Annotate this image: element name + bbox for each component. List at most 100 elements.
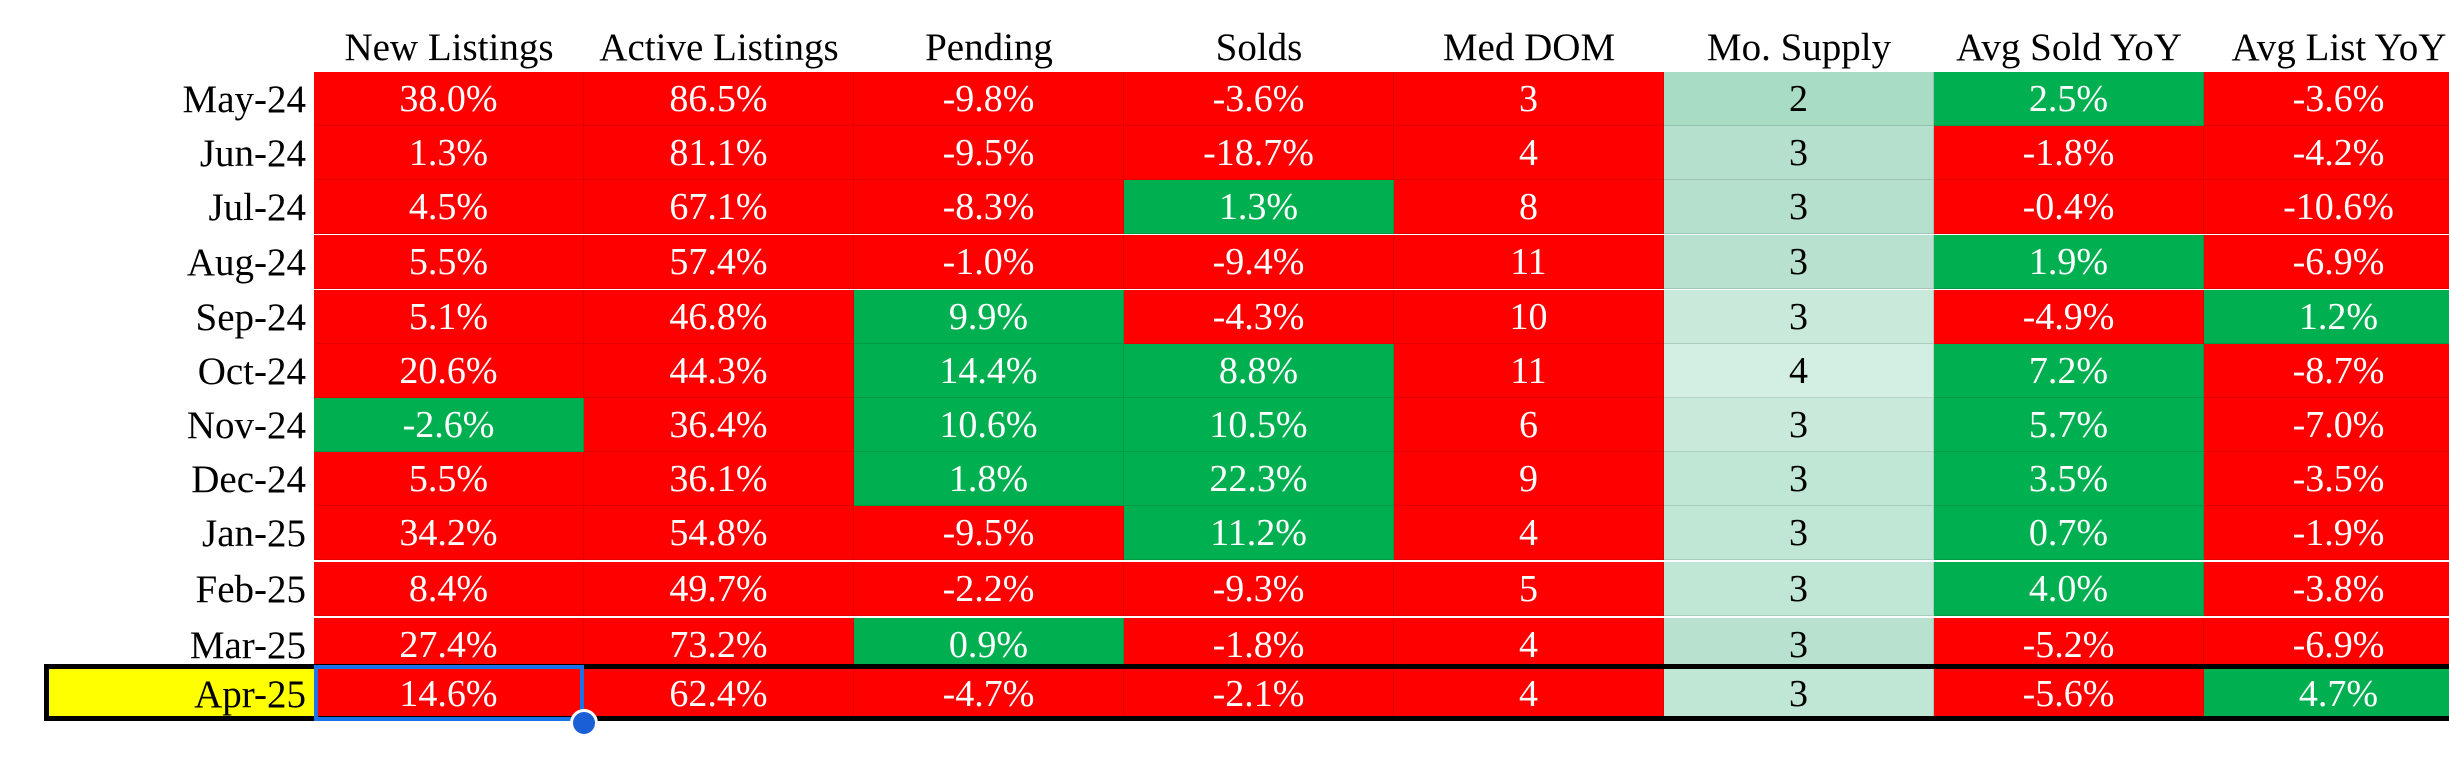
table-cell[interactable]: 14.6% bbox=[314, 667, 584, 721]
table-cell[interactable]: -0.4% bbox=[1934, 180, 2204, 234]
table-cell[interactable]: -8.7% bbox=[2204, 344, 2449, 398]
table-cell[interactable]: -9.5% bbox=[854, 506, 1124, 560]
table-cell[interactable]: 9 bbox=[1394, 452, 1664, 506]
table-cell[interactable]: 54.8% bbox=[584, 506, 854, 560]
row-label[interactable]: Jan-25 bbox=[202, 511, 306, 555]
table-cell[interactable]: 8.8% bbox=[1124, 344, 1394, 398]
column-header[interactable]: Med DOM bbox=[1442, 25, 1616, 69]
row-label[interactable]: Aug-24 bbox=[186, 240, 306, 284]
table-cell[interactable]: 4 bbox=[1394, 618, 1664, 672]
row-label[interactable]: Feb-25 bbox=[195, 567, 307, 611]
table-cell[interactable]: -4.9% bbox=[1934, 290, 2204, 344]
table-cell[interactable]: -4.3% bbox=[1124, 290, 1394, 344]
table-cell[interactable]: 1.9% bbox=[1934, 235, 2204, 289]
table-cell[interactable]: 5.5% bbox=[314, 452, 584, 506]
table-cell[interactable]: 49.7% bbox=[584, 562, 854, 616]
table-cell[interactable]: 14.4% bbox=[854, 344, 1124, 398]
row-label[interactable]: May-24 bbox=[182, 77, 306, 121]
column-header[interactable]: Active Listings bbox=[599, 25, 839, 69]
row-label[interactable]: Apr-25 bbox=[44, 667, 314, 721]
table-cell[interactable]: 44.3% bbox=[584, 344, 854, 398]
table-cell[interactable]: 5.5% bbox=[314, 235, 584, 289]
table-cell[interactable]: 3 bbox=[1664, 180, 1934, 234]
row-label[interactable]: Jun-24 bbox=[199, 131, 306, 175]
table-cell[interactable]: 11 bbox=[1394, 344, 1664, 398]
table-cell[interactable]: 27.4% bbox=[314, 618, 584, 672]
table-cell[interactable]: 10.5% bbox=[1124, 398, 1394, 452]
column-header[interactable]: Avg List YoY bbox=[2231, 25, 2447, 69]
table-cell[interactable]: 1.2% bbox=[2204, 290, 2449, 344]
table-cell[interactable]: -2.1% bbox=[1124, 667, 1394, 721]
table-cell[interactable]: -10.6% bbox=[2204, 180, 2449, 234]
column-header[interactable]: Solds bbox=[1215, 25, 1303, 69]
table-cell[interactable]: -1.9% bbox=[2204, 506, 2449, 560]
table-cell[interactable]: 5.7% bbox=[1934, 398, 2204, 452]
table-cell[interactable]: 6 bbox=[1394, 398, 1664, 452]
table-cell[interactable]: -9.4% bbox=[1124, 235, 1394, 289]
column-header[interactable]: Pending bbox=[925, 25, 1053, 69]
table-cell[interactable]: 10 bbox=[1394, 290, 1664, 344]
table-cell[interactable]: 5.1% bbox=[314, 290, 584, 344]
table-cell[interactable]: 3 bbox=[1664, 398, 1934, 452]
table-cell[interactable]: -9.3% bbox=[1124, 562, 1394, 616]
table-cell[interactable]: 4.7% bbox=[2204, 667, 2449, 721]
table-cell[interactable]: -2.6% bbox=[314, 398, 584, 452]
table-cell[interactable]: 1.3% bbox=[314, 126, 584, 180]
table-cell[interactable]: 3 bbox=[1664, 562, 1934, 616]
table-cell[interactable]: 1.3% bbox=[1124, 180, 1394, 234]
table-cell[interactable]: -6.9% bbox=[2204, 235, 2449, 289]
table-cell[interactable]: 5 bbox=[1394, 562, 1664, 616]
row-label[interactable]: Jul-24 bbox=[208, 185, 307, 229]
table-cell[interactable]: 11.2% bbox=[1124, 506, 1394, 560]
table-cell[interactable]: -1.0% bbox=[854, 235, 1124, 289]
table-cell[interactable]: 46.8% bbox=[584, 290, 854, 344]
table-cell[interactable]: -2.2% bbox=[854, 562, 1124, 616]
table-cell[interactable]: 4 bbox=[1394, 506, 1664, 560]
table-cell[interactable]: 9.9% bbox=[854, 290, 1124, 344]
table-cell[interactable]: -3.5% bbox=[2204, 452, 2449, 506]
table-cell[interactable]: -6.9% bbox=[2204, 618, 2449, 672]
table-cell[interactable]: 2.5% bbox=[1934, 72, 2204, 126]
table-cell[interactable]: 3 bbox=[1664, 126, 1934, 180]
table-cell[interactable]: 86.5% bbox=[584, 72, 854, 126]
table-cell[interactable]: 8.4% bbox=[314, 562, 584, 616]
column-header[interactable]: Mo. Supply bbox=[1706, 25, 1892, 69]
table-cell[interactable]: 22.3% bbox=[1124, 452, 1394, 506]
table-cell[interactable]: 38.0% bbox=[314, 72, 584, 126]
row-label[interactable]: Mar-25 bbox=[189, 623, 306, 667]
table-cell[interactable]: -3.8% bbox=[2204, 562, 2449, 616]
table-cell[interactable]: 4 bbox=[1664, 344, 1934, 398]
table-cell[interactable]: 3 bbox=[1664, 667, 1934, 721]
table-cell[interactable]: 2 bbox=[1664, 72, 1934, 126]
row-label[interactable]: Sep-24 bbox=[195, 295, 307, 339]
table-cell[interactable]: 73.2% bbox=[584, 618, 854, 672]
table-cell[interactable]: 7.2% bbox=[1934, 344, 2204, 398]
table-cell[interactable]: -3.6% bbox=[1124, 72, 1394, 126]
table-cell[interactable]: 0.7% bbox=[1934, 506, 2204, 560]
table-cell[interactable]: -5.2% bbox=[1934, 618, 2204, 672]
row-label[interactable]: Nov-24 bbox=[186, 403, 306, 447]
column-header[interactable]: Avg Sold YoY bbox=[1956, 25, 2182, 69]
table-cell[interactable]: 11 bbox=[1394, 235, 1664, 289]
table-cell[interactable]: 4.0% bbox=[1934, 562, 2204, 616]
table-cell[interactable]: -9.5% bbox=[854, 126, 1124, 180]
table-cell[interactable]: -8.3% bbox=[854, 180, 1124, 234]
table-cell[interactable]: 3 bbox=[1664, 618, 1934, 672]
table-cell[interactable]: 10.6% bbox=[854, 398, 1124, 452]
table-cell[interactable]: 57.4% bbox=[584, 235, 854, 289]
table-cell[interactable]: 36.1% bbox=[584, 452, 854, 506]
table-cell[interactable]: -3.6% bbox=[2204, 72, 2449, 126]
table-cell[interactable]: 4.5% bbox=[314, 180, 584, 234]
table-cell[interactable]: 81.1% bbox=[584, 126, 854, 180]
table-cell[interactable]: 3 bbox=[1394, 72, 1664, 126]
table-cell[interactable]: 3 bbox=[1664, 235, 1934, 289]
table-cell[interactable]: -18.7% bbox=[1124, 126, 1394, 180]
table-cell[interactable]: -4.7% bbox=[854, 667, 1124, 721]
row-label[interactable]: Oct-24 bbox=[197, 349, 306, 393]
table-cell[interactable]: 20.6% bbox=[314, 344, 584, 398]
table-cell[interactable]: -1.8% bbox=[1124, 618, 1394, 672]
fill-handle[interactable] bbox=[570, 709, 598, 737]
table-cell[interactable]: 8 bbox=[1394, 180, 1664, 234]
column-header[interactable]: New Listings bbox=[344, 25, 554, 69]
row-label[interactable]: Dec-24 bbox=[191, 457, 306, 501]
